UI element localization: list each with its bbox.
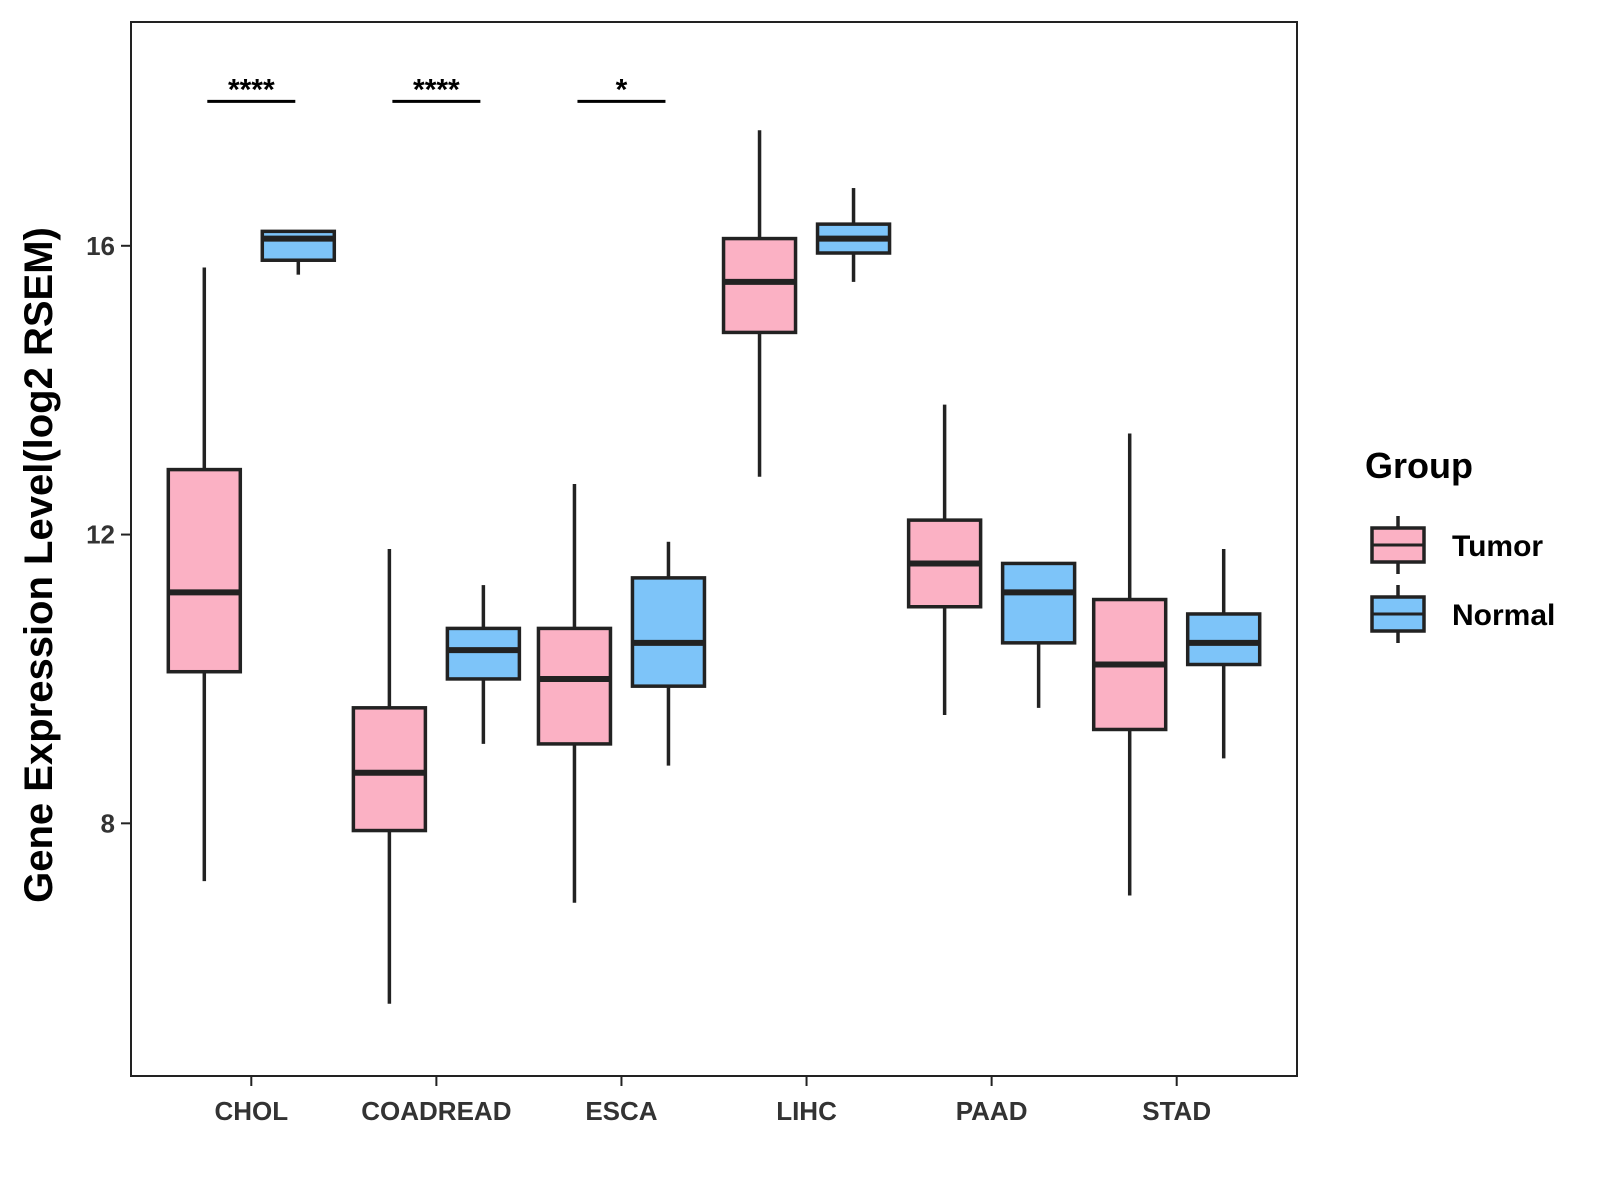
box-body — [630, 576, 707, 688]
plot-panel — [130, 21, 1298, 1077]
box-tumor-lihc — [721, 130, 798, 477]
y-tick-label: 8 — [101, 808, 115, 838]
legend-item-tumor: Tumor — [1370, 516, 1543, 574]
legend-label: Tumor — [1452, 530, 1543, 563]
legend: Group Tumor Normal — [1365, 445, 1555, 643]
box-body — [1185, 612, 1262, 667]
significance-layer: **** **** * — [207, 73, 666, 106]
x-tick-label: PAAD — [956, 1096, 1028, 1126]
x-tick-label: COADREAD — [361, 1096, 511, 1126]
legend-label: Normal — [1452, 599, 1555, 632]
box-normal-coadread — [445, 585, 522, 744]
y-tick-label: 16 — [86, 231, 115, 261]
y-tick-label: 12 — [86, 520, 115, 550]
x-tick-label: STAD — [1142, 1096, 1211, 1126]
box-body — [445, 626, 522, 681]
box-normal-stad — [1185, 549, 1262, 759]
y-axis: 8 12 16 — [86, 231, 131, 838]
legend-item-normal: Normal — [1370, 585, 1555, 643]
significance-label: **** — [228, 73, 275, 106]
x-tick-label: LIHC — [776, 1096, 837, 1126]
y-axis-title: Gene Expression Level(log2 RSEM) — [17, 227, 61, 903]
box-tumor-stad — [1091, 433, 1168, 896]
significance-label: **** — [413, 73, 460, 106]
box-normal-lihc — [815, 188, 892, 282]
box-tumor-paad — [906, 404, 983, 716]
box-body — [536, 626, 613, 746]
box-normal-paad — [1000, 561, 1077, 708]
x-tick-label: ESCA — [585, 1096, 657, 1126]
box-body — [1000, 561, 1077, 645]
box-layer — [166, 130, 1262, 1004]
plot-border — [130, 21, 1298, 1077]
x-tick-label: CHOL — [214, 1096, 288, 1126]
legend-title: Group — [1365, 445, 1473, 486]
box-tumor-coadread — [351, 549, 428, 1004]
box-tumor-chol — [166, 267, 243, 882]
box-normal-chol — [260, 229, 337, 275]
x-axis: CHOL COADREAD ESCA LIHC PAAD STAD — [214, 1076, 1211, 1126]
box-tumor-esca — [536, 484, 613, 903]
box-body — [166, 467, 243, 674]
box-body — [351, 706, 428, 833]
significance-label: * — [616, 73, 628, 106]
box-body — [721, 236, 798, 335]
box-normal-esca — [630, 541, 707, 766]
